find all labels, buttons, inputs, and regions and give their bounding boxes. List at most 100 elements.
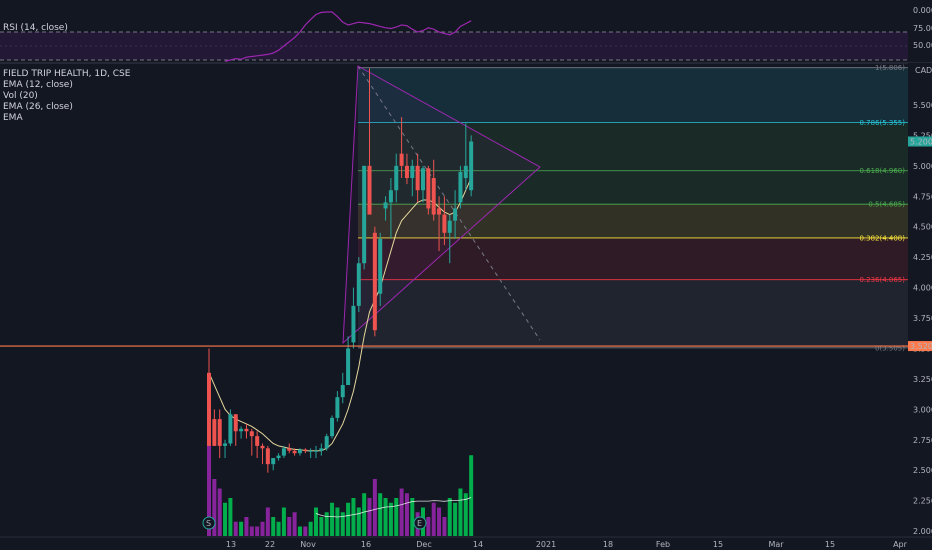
time-tick-label: Mar [768, 540, 784, 549]
candle-body [437, 208, 442, 215]
time-tick-label: 18 [603, 540, 613, 549]
legend-ema-12[interactable]: EMA (12, close) [3, 80, 73, 90]
fib-zone [358, 122, 908, 171]
fib-zone [358, 170, 908, 205]
fib-retracement[interactable]: 1(5.806) 0.786(5.355) 0.618(4.960) 0.5(4.68… [358, 64, 908, 352]
candle-body [324, 436, 329, 449]
rsi-tick-50: 50.00 [913, 41, 932, 50]
candle-body [244, 428, 249, 432]
candle-body [415, 165, 420, 191]
volume-bar [447, 498, 452, 536]
time-tick-label: 15 [713, 540, 723, 549]
candle-body [228, 414, 233, 444]
volume-bar [330, 502, 335, 536]
candle-body [383, 202, 388, 209]
price-tick-label: 4.500 [913, 223, 932, 232]
volume-bars [207, 445, 474, 536]
volume-bar [319, 517, 324, 536]
price-tick-label: 5.250 [913, 131, 932, 140]
time-tick-label: 16 [361, 540, 371, 549]
triangle-drawing[interactable] [342, 65, 541, 345]
fib-zone [358, 67, 908, 123]
volume-bar [324, 512, 329, 536]
fib-level-label: 1(5.806) [875, 64, 905, 72]
volume-bar [287, 517, 292, 536]
time-tick-label: 22 [265, 540, 275, 549]
price-tick-label: 2.000 [913, 527, 932, 536]
candle-body [314, 450, 318, 452]
rsi-tick-75: 75.00 [913, 24, 932, 33]
volume-bar [223, 502, 228, 536]
volume-bar [362, 493, 367, 536]
candle-body [447, 220, 452, 233]
volume-bar [207, 445, 211, 536]
time-tick-label: Nov [300, 540, 316, 549]
volume-bar [244, 517, 249, 536]
fib-zone [358, 279, 908, 348]
candle-body [265, 448, 270, 465]
price-tick-label: 4.750 [913, 192, 932, 201]
candle-body [217, 419, 222, 446]
volume-bar [372, 479, 377, 536]
legend-vol[interactable]: Vol (20) [3, 91, 38, 101]
candle-body [335, 397, 340, 418]
candle-body [372, 232, 377, 331]
symbol-title[interactable]: FIELD TRIP HEALTH, 1D, CSE [3, 69, 131, 79]
price-tick-label: 4.250 [913, 253, 932, 262]
candle-body [426, 168, 431, 209]
price-tick-label: 5.000 [913, 162, 932, 171]
volume-bar [367, 498, 372, 536]
rsi-label: RSI (14, close) [3, 23, 68, 33]
candle-body [463, 165, 468, 179]
candle-body [421, 168, 425, 191]
time-tick-label: Feb [656, 540, 670, 549]
price-tick-label: 3.250 [913, 375, 932, 384]
time-tick-label: 15 [825, 540, 835, 549]
event-markers[interactable]: S E [202, 516, 427, 530]
last-price-label: 5.200 [910, 137, 932, 146]
legend-ema-26[interactable]: EMA (26, close) [3, 102, 73, 112]
fib-level-label: 0(3.505) [875, 344, 905, 352]
price-tick-label: 2.250 [913, 497, 932, 506]
candle-body [410, 165, 415, 179]
candle-body [330, 417, 335, 437]
price-tick-label: 5.500 [913, 101, 932, 110]
volume-ma-line [315, 497, 472, 518]
candle-body [319, 448, 324, 451]
time-tick-label: 2021 [536, 540, 556, 549]
time-axis[interactable]: 13 22 Nov 16 Dec 14 2021 18 Feb 15 Mar 15 Apr [0, 536, 932, 549]
fib-level-label: 0.786(5.355) [859, 119, 905, 127]
volume-bar [228, 498, 233, 536]
candle-body [340, 385, 345, 398]
price-tick-label: 2.500 [913, 466, 932, 475]
volume-bar [410, 498, 415, 536]
time-ticks: 13 22 Nov 16 Dec 14 2021 18 Feb 15 Mar 15 Apr [226, 540, 908, 549]
candle-body [346, 348, 351, 386]
earnings-marker[interactable] [413, 516, 427, 530]
candle-body [458, 171, 463, 203]
candle-body [276, 455, 281, 459]
volume-bar [255, 526, 260, 536]
volume-bar [217, 488, 222, 536]
volume-bar [271, 517, 276, 536]
price-tick-label: 4.000 [913, 284, 932, 293]
volume-bar [297, 526, 302, 536]
legend-ema[interactable]: EMA [3, 113, 23, 123]
time-tick-label: Dec [416, 540, 431, 549]
candle-body [207, 372, 211, 446]
volume-bar [388, 502, 393, 536]
price-tick-label: 3.000 [913, 405, 932, 414]
volume-bar [463, 493, 468, 536]
volume-bar [399, 488, 404, 536]
volume-bar [303, 526, 308, 536]
candle-body [260, 445, 265, 449]
volume-bar [335, 507, 340, 536]
price-tick-label: 2.750 [913, 436, 932, 445]
candle-body [442, 214, 447, 233]
candle-body [212, 419, 217, 446]
candle-body [378, 238, 383, 294]
last-price-tag [908, 136, 932, 147]
price-axis[interactable]: CAD 5.500 5.250 5.000 4.750 4.500 4.250 4.000 3… [908, 63, 932, 537]
split-marker[interactable] [202, 516, 216, 530]
